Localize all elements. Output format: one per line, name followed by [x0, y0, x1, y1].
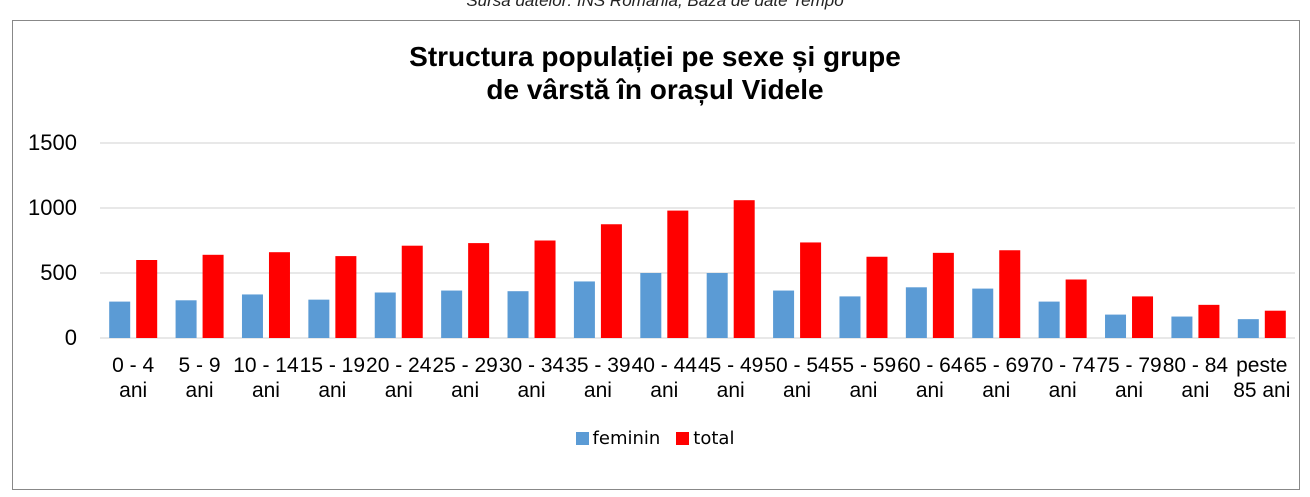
- x-tick-label: peste 85 ani: [1233, 354, 1291, 402]
- x-tick-label: 60 - 64 ani: [897, 354, 963, 402]
- legend-label: feminin: [592, 428, 661, 449]
- bar: [800, 242, 822, 338]
- bar: [773, 290, 795, 338]
- bar: [335, 256, 357, 338]
- bar: [1105, 314, 1127, 338]
- bar: [866, 256, 888, 338]
- bar: [241, 294, 263, 338]
- legend-swatch: [676, 432, 690, 445]
- bar: [1132, 296, 1154, 338]
- y-tick-label: 500: [40, 260, 77, 285]
- x-tick-label: 5 - 9 ani: [178, 354, 221, 402]
- x-tick-label: 35 - 39 ani: [565, 354, 631, 402]
- x-tick-label: 55 - 59 ani: [830, 354, 897, 402]
- x-tick-label: 0 - 4 ani: [112, 354, 155, 402]
- x-tick-label: 75 - 79 ani: [1096, 354, 1162, 402]
- bar: [733, 200, 755, 338]
- x-tick-label: 20 - 24 ani: [366, 354, 432, 402]
- x-tick-label: 70 - 74 ani: [1029, 354, 1096, 402]
- bar: [999, 250, 1021, 338]
- y-tick-label: 0: [64, 325, 77, 350]
- bar: [441, 290, 463, 338]
- bar: [109, 301, 131, 338]
- bar: [1237, 319, 1259, 338]
- bar: [308, 299, 330, 338]
- y-tick-label: 1000: [28, 195, 77, 220]
- bar: [905, 287, 927, 338]
- bar: [1038, 301, 1060, 338]
- bar: [507, 291, 529, 338]
- bar: [932, 252, 954, 338]
- legend: feminin total: [0, 428, 1310, 449]
- x-tick-label: 45 - 49 ani: [697, 354, 764, 402]
- legend-item: feminin: [575, 428, 661, 449]
- bar: [1171, 316, 1193, 338]
- bar: [374, 292, 396, 338]
- bar: [972, 288, 994, 338]
- x-tick-label: 65 - 69 ani: [963, 354, 1029, 402]
- bar: [640, 273, 662, 338]
- bar: [573, 281, 595, 338]
- bar: [175, 300, 197, 338]
- x-tick-label: 30 - 34 ani: [498, 354, 565, 402]
- legend-label: total: [693, 428, 735, 449]
- bar: [268, 252, 290, 338]
- bar: [401, 245, 423, 338]
- x-tick-label: 50 - 54 ani: [764, 354, 830, 402]
- x-tick-label: 10 - 14 ani: [233, 354, 299, 402]
- bar: [1198, 304, 1220, 338]
- legend-swatch: [575, 432, 589, 445]
- chart-title: Structura populației pe sexe și grupe de…: [409, 41, 901, 105]
- bar: [667, 210, 689, 338]
- bar: [468, 243, 490, 338]
- y-tick-label: 1500: [28, 130, 77, 155]
- source-note: Sursa datelor: INS România, Baza de date…: [466, 0, 844, 10]
- chart-frame: [12, 20, 1300, 490]
- bar: [136, 260, 158, 338]
- x-tick-label: 15 - 19 ani: [299, 354, 366, 402]
- bar: [202, 254, 224, 338]
- legend-item: total: [676, 428, 734, 449]
- x-tick-label: 80 - 84 ani: [1162, 354, 1229, 402]
- bar: [534, 240, 556, 338]
- x-tick-label: 25 - 29 ani: [432, 354, 498, 402]
- bar: [706, 273, 728, 338]
- bar: [839, 296, 861, 338]
- bar: [600, 224, 622, 338]
- x-tick-label: 40 - 44 ani: [631, 354, 697, 402]
- bar: [1065, 279, 1087, 338]
- bar: [1264, 310, 1286, 338]
